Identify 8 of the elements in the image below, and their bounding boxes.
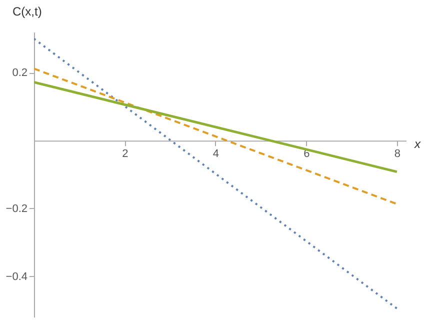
x-tick-label: 2 [122, 148, 128, 160]
x-tick-label: 4 [212, 148, 220, 160]
x-tick-label: 8 [394, 148, 400, 160]
y-tick-label: 0.2 [12, 67, 28, 80]
y-tick-label: −0.2 [6, 202, 28, 215]
x-axis-title: x [414, 137, 422, 152]
y-axis-title: C(x,t) [12, 4, 42, 18]
y-tick-label: −0.4 [6, 270, 28, 283]
